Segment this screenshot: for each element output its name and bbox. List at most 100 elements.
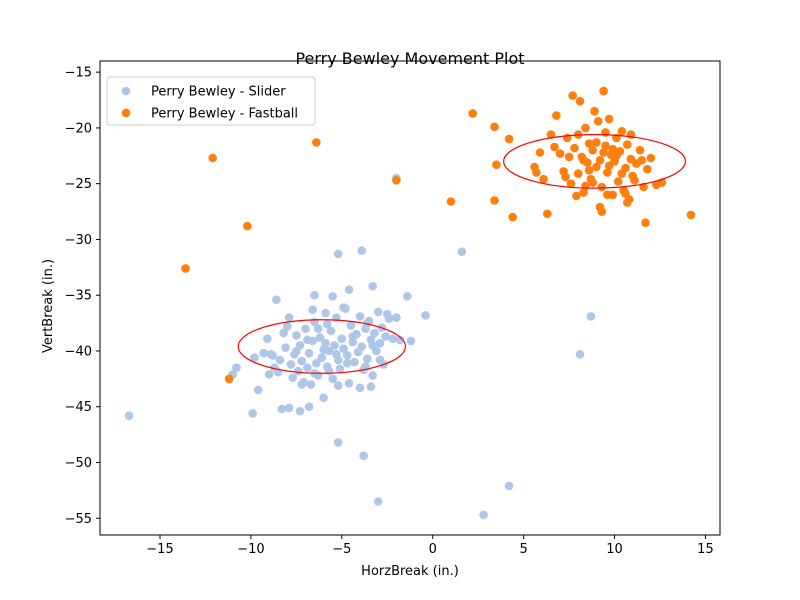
scatter-point-series-0: [373, 497, 383, 506]
scatter-point-series-0: [326, 326, 336, 336]
scatter-point-series-1: [572, 191, 581, 201]
scatter-point-series-1: [617, 169, 627, 178]
scatter-point-series-0: [303, 363, 312, 373]
scatter-point-series-0: [323, 319, 332, 329]
scatter-point-series-0: [268, 351, 278, 360]
scatter-point-series-1: [546, 130, 556, 139]
axes-frame: [99, 60, 721, 536]
scatter-point-series-0: [335, 364, 345, 374]
scatter-point-series-0: [363, 318, 372, 328]
scatter-point-series-0: [321, 308, 330, 318]
scatter-point-series-0: [232, 363, 241, 373]
scatter-point-series-1: [590, 106, 599, 116]
scatter-point-series-1: [579, 188, 588, 197]
scatter-point-series-0: [363, 354, 372, 364]
scatter-point-series-1: [552, 111, 561, 120]
scatter-point-series-1: [579, 156, 588, 165]
scatter-point-series-0: [333, 249, 343, 259]
scatter-point-series-0: [324, 346, 334, 356]
scatter-point-series-1: [504, 134, 514, 144]
scatter-point-series-1: [243, 221, 252, 231]
x-axis-label: HorzBreak (in.): [361, 564, 459, 579]
scatter-point-series-1: [637, 156, 647, 165]
y-axis-label: VertBreak (in.): [41, 259, 56, 353]
y-tick-label: −30: [65, 233, 92, 248]
scatter-point-series-0: [421, 311, 430, 320]
scatter-point-series-1: [532, 168, 541, 177]
scatter-point-series-0: [375, 355, 385, 365]
scatter-point-series-1: [584, 166, 594, 175]
scatter-point-series-0: [292, 331, 301, 340]
scatter-point-series-0: [275, 355, 285, 365]
scatter-point-series-1: [468, 109, 478, 118]
scatter-point-series-0: [292, 346, 301, 356]
scatter-point-series-1: [490, 122, 499, 132]
scatter-point-series-1: [566, 179, 576, 188]
scatter-point-series-0: [381, 332, 390, 341]
scatter-point-series-0: [312, 358, 321, 368]
scatter-point-series-0: [281, 343, 290, 352]
scatter-point-series-0: [264, 370, 274, 379]
scatter-point-series-0: [297, 380, 307, 389]
scatter-point-series-0: [388, 334, 398, 344]
scatter-point-series-0: [395, 335, 405, 345]
scatter-point-series-0: [357, 246, 367, 255]
scatter-point-series-0: [321, 338, 330, 348]
scatter-point-series-1: [312, 138, 321, 147]
scatter-point-series-0: [406, 336, 416, 346]
scatter-point-series-0: [343, 351, 352, 360]
scatter-point-series-0: [403, 292, 412, 301]
scatter-point-series-0: [263, 334, 272, 344]
scatter-point-series-1: [641, 218, 650, 227]
scatter-point-series-0: [313, 324, 323, 334]
y-tick-label: −15: [65, 66, 92, 81]
scatter-point-series-1: [564, 152, 574, 162]
scatter-point-series-1: [535, 148, 545, 157]
scatter-point-series-1: [623, 198, 632, 207]
scatter-point-series-0: [457, 247, 467, 256]
scatter-point-series-1: [603, 190, 612, 200]
scatter-point-series-0: [250, 353, 259, 363]
scatter-point-series-1: [570, 143, 579, 153]
scatter-point-series-0: [357, 342, 367, 351]
scatter-point-series-1: [446, 197, 456, 206]
scatter-point-series-0: [304, 348, 314, 358]
legend-label: Perry Bewley - Fastball: [151, 107, 298, 122]
legend-marker: [121, 108, 131, 118]
scatter-point-series-0: [297, 356, 307, 366]
scatter-point-series-1: [588, 178, 597, 187]
scatter-point-series-0: [330, 341, 339, 350]
scatter-point-series-0: [355, 383, 365, 393]
y-tick-label: −50: [65, 456, 92, 471]
y-tick-label: −40: [65, 344, 92, 359]
scatter-point-series-0: [293, 366, 303, 376]
scatter-point-series-0: [332, 350, 341, 359]
scatter-point-series-0: [277, 404, 287, 414]
scatter-point-series-0: [359, 451, 368, 461]
plot-area: −15 −10 −5 0 5 10 15−15−20−25−30−35−40−45−50−5…: [65, 60, 721, 557]
scatter-point-series-0: [375, 338, 385, 348]
scatter-point-series-1: [208, 153, 217, 163]
scatter-point-series-0: [301, 324, 310, 334]
scatter-point-series-1: [508, 212, 517, 222]
scatter-point-series-0: [575, 350, 585, 359]
scatter-point-series-0: [324, 366, 334, 376]
y-tick-label: −45: [65, 400, 92, 415]
scatter-point-series-1: [593, 116, 603, 126]
scatter-point-series-0: [310, 290, 319, 300]
scatter-point-series-0: [253, 385, 263, 395]
x-tick-label: 10: [606, 542, 623, 557]
scatter-point-series-0: [295, 406, 305, 416]
scatter-point-series-0: [283, 322, 292, 331]
scatter-point-series-1: [561, 172, 570, 182]
scatter-point-series-0: [288, 373, 298, 383]
scatter-point-series-1: [581, 181, 590, 191]
legend-box: [106, 76, 316, 126]
scatter-point-series-0: [319, 393, 328, 403]
scatter-point-series-1: [603, 168, 612, 177]
scatter-point-series-0: [304, 402, 314, 412]
scatter-point-series-1: [592, 162, 601, 172]
confidence-ellipse: [237, 319, 407, 374]
scatter-point-series-1: [612, 151, 621, 161]
